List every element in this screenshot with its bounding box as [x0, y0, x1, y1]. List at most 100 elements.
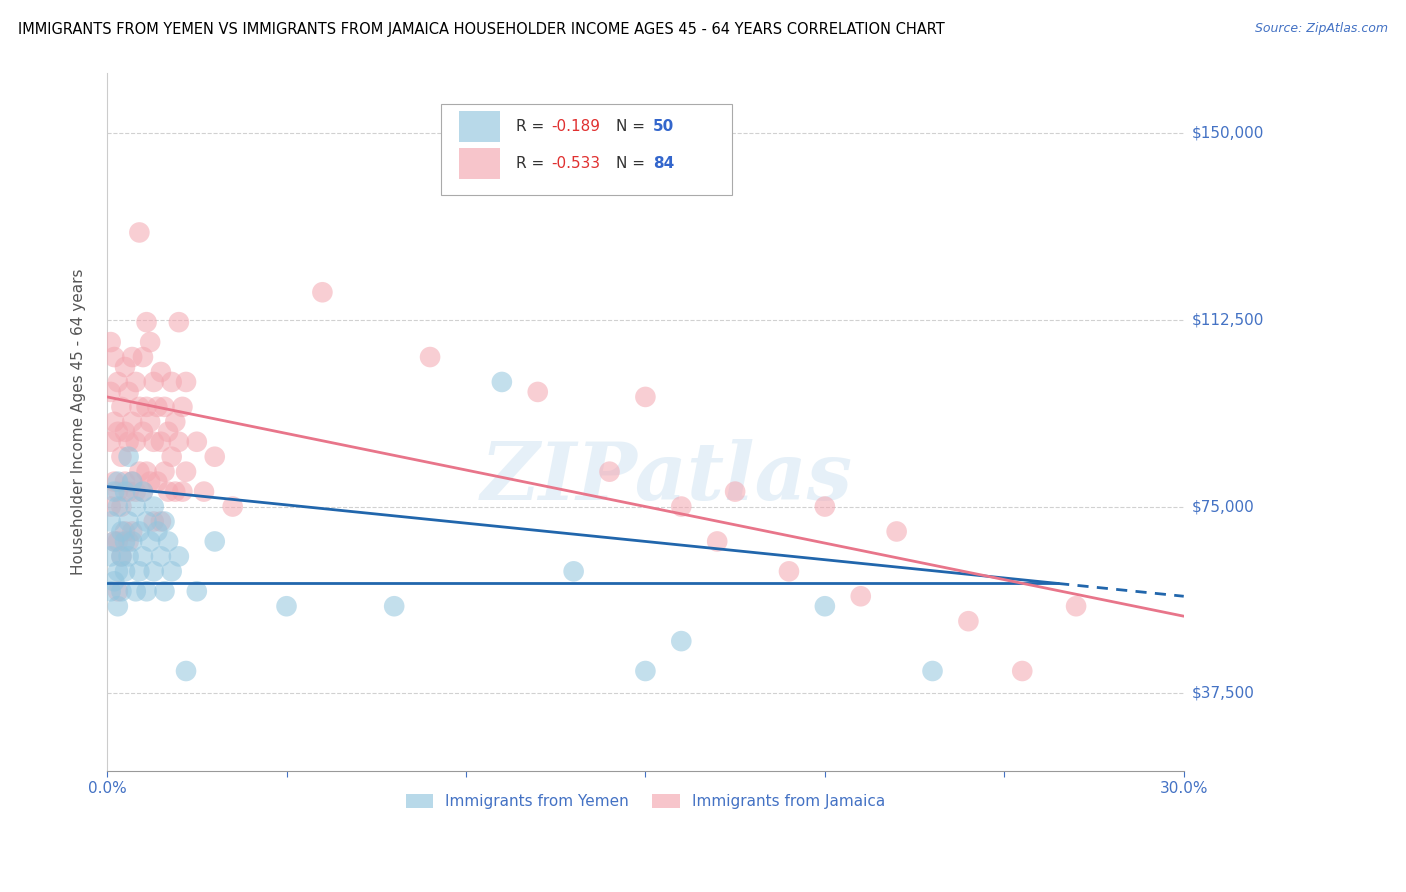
Point — [121, 534, 143, 549]
Text: 84: 84 — [652, 156, 675, 171]
Point — [121, 524, 143, 539]
Point — [311, 285, 333, 300]
Point — [135, 584, 157, 599]
Point — [121, 475, 143, 489]
Point — [142, 500, 165, 514]
Point — [125, 500, 148, 514]
Point — [706, 534, 728, 549]
Point — [100, 515, 122, 529]
Point — [814, 599, 837, 614]
Point — [139, 335, 162, 350]
Point — [128, 565, 150, 579]
Point — [128, 400, 150, 414]
Point — [921, 664, 943, 678]
Point — [107, 475, 129, 489]
FancyBboxPatch shape — [441, 104, 731, 195]
Point — [139, 475, 162, 489]
Y-axis label: Householder Income Ages 45 - 64 years: Householder Income Ages 45 - 64 years — [72, 268, 86, 575]
Point — [110, 524, 132, 539]
Point — [167, 549, 190, 564]
Text: $150,000: $150,000 — [1192, 125, 1264, 140]
Text: ZIPatlas: ZIPatlas — [481, 439, 853, 516]
Point — [110, 549, 132, 564]
Point — [117, 384, 139, 399]
Point — [110, 450, 132, 464]
Point — [110, 500, 132, 514]
Point — [103, 350, 125, 364]
Point — [107, 599, 129, 614]
Point — [167, 434, 190, 449]
FancyBboxPatch shape — [460, 111, 501, 142]
Point — [121, 415, 143, 429]
Point — [778, 565, 800, 579]
Point — [562, 565, 585, 579]
Point — [157, 425, 180, 439]
Point — [276, 599, 298, 614]
Point — [110, 549, 132, 564]
Point — [491, 375, 513, 389]
Point — [886, 524, 908, 539]
Point — [121, 350, 143, 364]
Text: N =: N = — [616, 120, 650, 134]
Point — [160, 450, 183, 464]
Point — [157, 484, 180, 499]
Point — [135, 315, 157, 329]
Text: R =: R = — [516, 120, 550, 134]
Point — [1064, 599, 1087, 614]
Point — [103, 534, 125, 549]
Point — [193, 484, 215, 499]
Point — [186, 434, 208, 449]
Text: R =: R = — [516, 156, 550, 171]
Point — [149, 515, 172, 529]
FancyBboxPatch shape — [460, 148, 501, 179]
Point — [107, 584, 129, 599]
Point — [849, 589, 872, 603]
Text: Source: ZipAtlas.com: Source: ZipAtlas.com — [1254, 22, 1388, 36]
Point — [149, 549, 172, 564]
Point — [103, 534, 125, 549]
Point — [1011, 664, 1033, 678]
Text: -0.533: -0.533 — [551, 156, 600, 171]
Point — [110, 584, 132, 599]
Point — [814, 500, 837, 514]
Point — [221, 500, 243, 514]
Point — [146, 475, 169, 489]
Point — [128, 226, 150, 240]
Point — [100, 500, 122, 514]
Point — [146, 524, 169, 539]
Point — [634, 664, 657, 678]
Point — [671, 634, 693, 648]
Point — [142, 515, 165, 529]
Point — [172, 484, 194, 499]
Point — [114, 565, 136, 579]
Point — [100, 434, 122, 449]
Point — [139, 534, 162, 549]
Point — [128, 465, 150, 479]
Point — [100, 584, 122, 599]
Point — [165, 415, 187, 429]
Point — [107, 565, 129, 579]
Point — [128, 524, 150, 539]
Point — [125, 484, 148, 499]
Point — [132, 484, 155, 499]
Point — [153, 400, 176, 414]
Point — [114, 524, 136, 539]
Point — [107, 425, 129, 439]
Point — [382, 599, 405, 614]
Text: IMMIGRANTS FROM YEMEN VS IMMIGRANTS FROM JAMAICA HOUSEHOLDER INCOME AGES 45 - 64: IMMIGRANTS FROM YEMEN VS IMMIGRANTS FROM… — [18, 22, 945, 37]
Point — [724, 484, 747, 499]
Point — [153, 465, 176, 479]
Point — [103, 475, 125, 489]
Text: $112,500: $112,500 — [1192, 312, 1264, 327]
Point — [157, 534, 180, 549]
Text: 50: 50 — [652, 120, 675, 134]
Point — [114, 359, 136, 374]
Point — [139, 415, 162, 429]
Point — [186, 584, 208, 599]
Text: -0.189: -0.189 — [551, 120, 600, 134]
Point — [132, 425, 155, 439]
Point — [117, 434, 139, 449]
Point — [149, 365, 172, 379]
Point — [107, 484, 129, 499]
Point — [114, 425, 136, 439]
